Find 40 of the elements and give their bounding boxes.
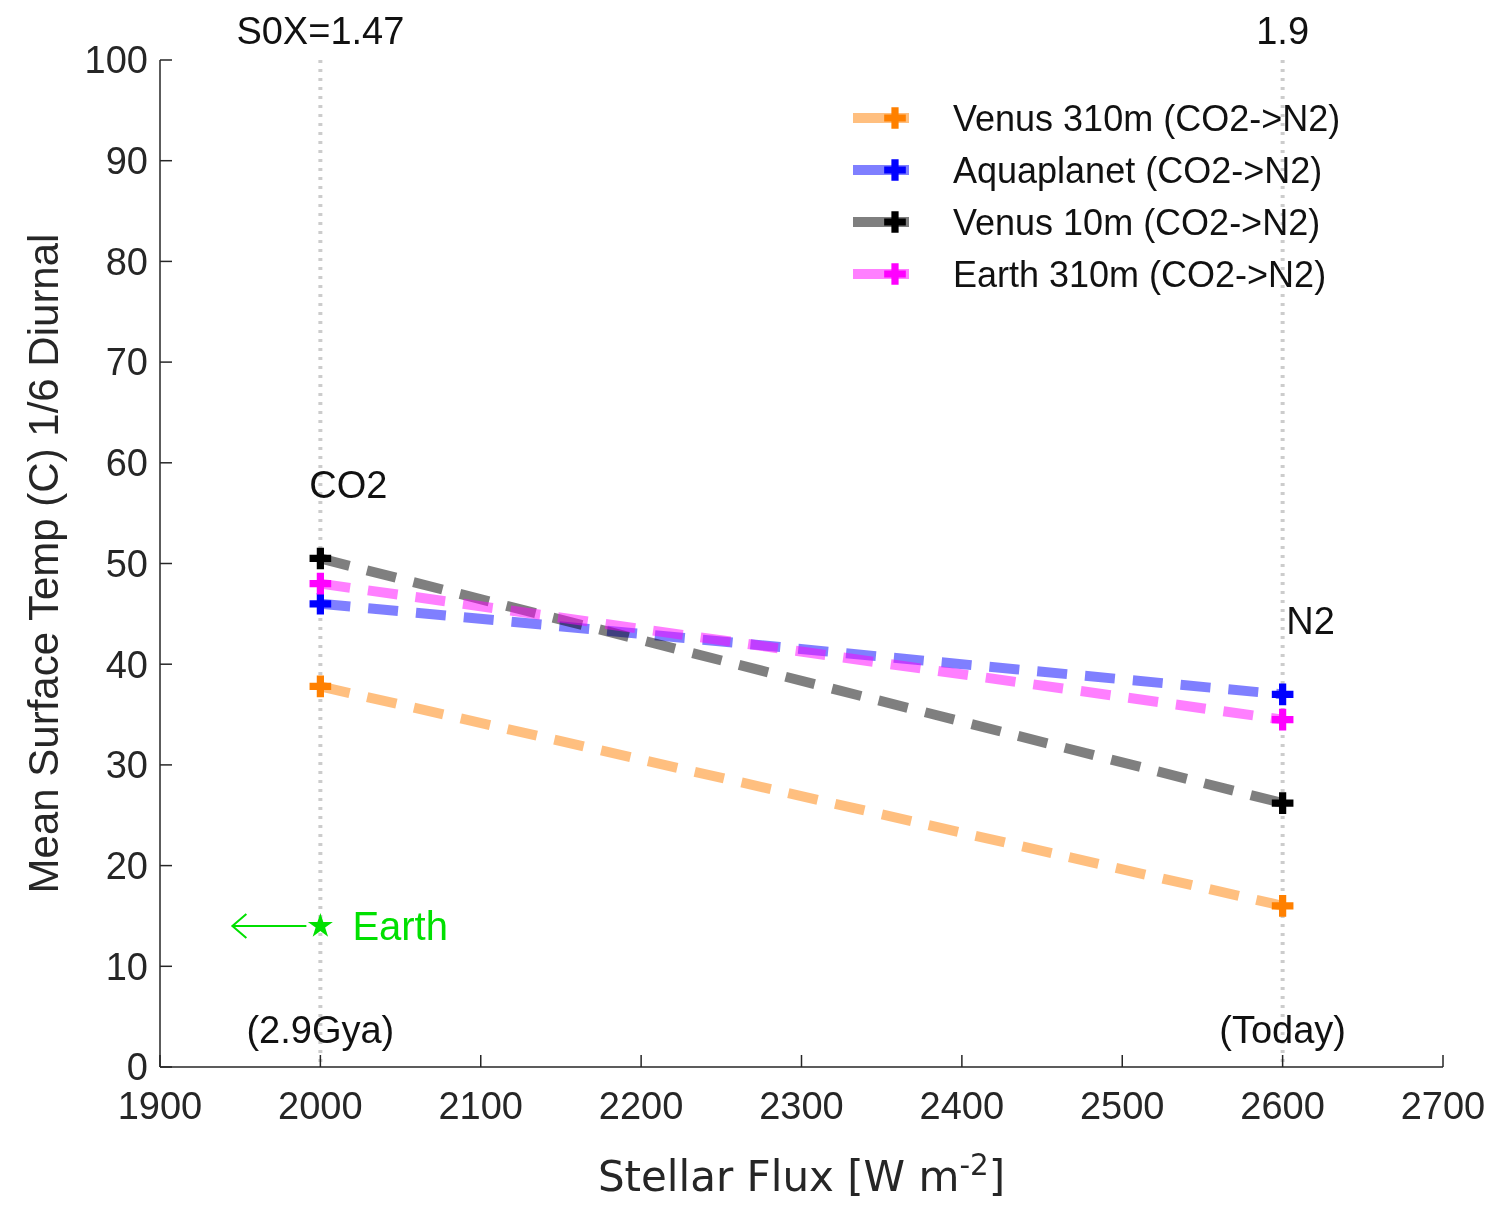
- annotation: CO2: [309, 464, 388, 507]
- x-axis-title: Stellar Flux [W m$^{-2}$]: [597, 1148, 1006, 1201]
- legend-label: Venus 10m (CO2->N2): [953, 201, 1321, 243]
- y-tick-label: 70: [105, 341, 148, 384]
- y-tick-label: 20: [105, 844, 148, 887]
- point: [309, 572, 332, 595]
- legend-label: Earth: [352, 904, 448, 949]
- annotation: N2: [1286, 600, 1335, 643]
- legend-label: Earth 310m (CO2->N2): [953, 253, 1327, 295]
- x-tick-label: 2700: [1400, 1085, 1486, 1127]
- y-tick-label: 90: [105, 140, 148, 182]
- annotation: (Today): [1219, 1009, 1346, 1051]
- annotation: (2.9Gya): [246, 1009, 395, 1051]
- point: [309, 547, 332, 570]
- point: [1271, 708, 1294, 731]
- legend-label: Venus 310m (CO2->N2): [953, 97, 1341, 139]
- y-tick-label: 50: [105, 542, 148, 585]
- point: [1271, 683, 1294, 706]
- point: [309, 675, 332, 698]
- y-tick-label: 100: [84, 39, 148, 82]
- y-tick-label: 30: [105, 744, 148, 787]
- x-tick-label: 2600: [1240, 1085, 1325, 1127]
- legend-label: Aquaplanet (CO2->N2): [953, 149, 1323, 191]
- y-tick-label: 80: [105, 240, 148, 283]
- text: S0X=1.47: [236, 10, 405, 52]
- text: 1.9: [1256, 10, 1310, 52]
- point: [309, 592, 332, 615]
- y-tick-label: 10: [105, 945, 148, 988]
- y-tick-label: 40: [105, 643, 148, 686]
- point: [1271, 792, 1294, 814]
- x-tick-label: 2100: [438, 1085, 524, 1127]
- point: [307, 912, 333, 937]
- x-tick-label: 2200: [598, 1085, 684, 1127]
- y-tick-label: 60: [105, 442, 148, 485]
- x-tick-label: 2000: [278, 1085, 363, 1127]
- x-tick-label: 2500: [1079, 1085, 1165, 1127]
- point: [1271, 895, 1294, 917]
- x-tick-label: 2300: [759, 1085, 844, 1127]
- x-tick-label: 2400: [919, 1085, 1005, 1127]
- y-axis-title: Mean Surface Temp (C) 1/6 Diurnal: [20, 233, 67, 894]
